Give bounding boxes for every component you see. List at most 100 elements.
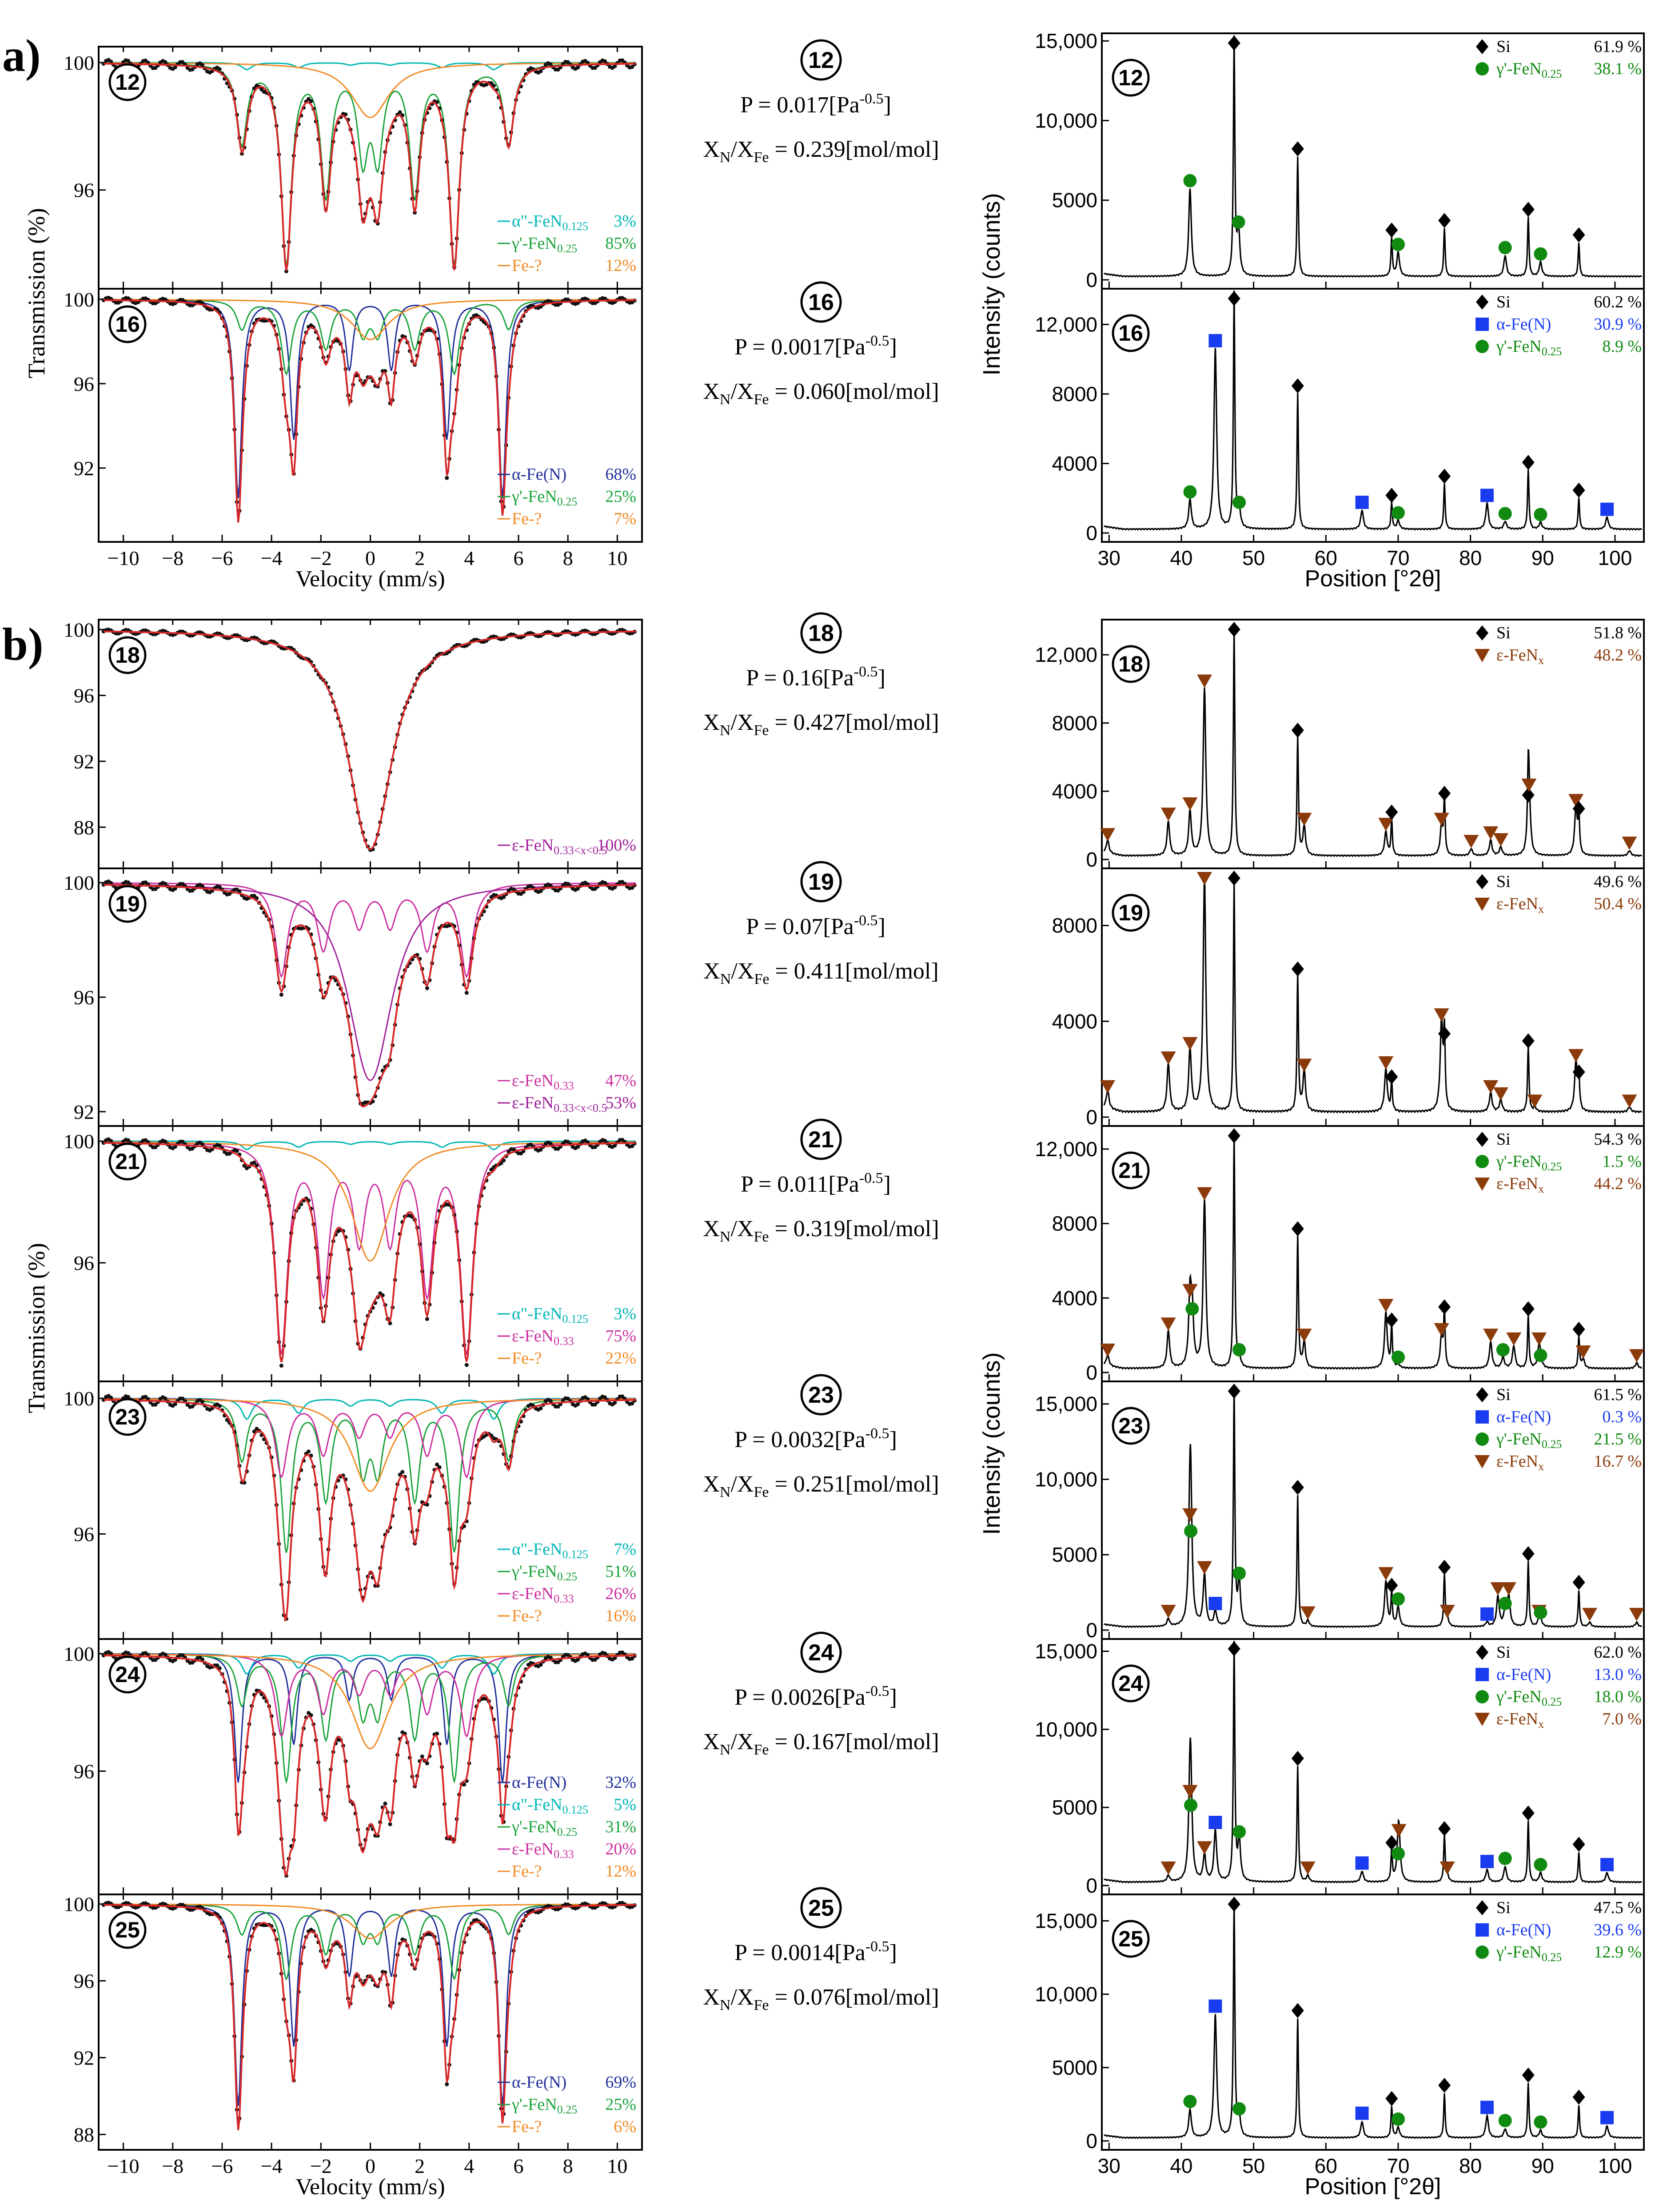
component-label: α"-FeN0.125 xyxy=(512,1305,588,1325)
data-point xyxy=(217,1143,222,1148)
data-point xyxy=(613,1143,617,1148)
fit-curve xyxy=(104,1655,636,1878)
x-tick-label: 6 xyxy=(514,2155,524,2177)
alpha-fe-marker xyxy=(1476,1923,1489,1937)
component-subscript: 0.25 xyxy=(557,495,578,508)
component-label: α"-FeN0.125 xyxy=(512,1540,588,1561)
gamma-marker xyxy=(1184,1798,1198,1812)
si-marker xyxy=(1438,786,1451,801)
xrd-frame xyxy=(1101,1125,1645,1382)
xrd-x-title: Position [°2θ] xyxy=(1305,566,1441,592)
sample-number: 21 xyxy=(115,1149,140,1174)
x-tick-label: 80 xyxy=(1459,546,1482,569)
component-percent: 12% xyxy=(605,256,636,275)
legend-subscript: x xyxy=(1538,1718,1544,1731)
component-percent: 22% xyxy=(605,1349,636,1368)
si-marker xyxy=(1385,488,1398,503)
data-point xyxy=(252,894,256,898)
epsilon-marker xyxy=(1196,872,1212,885)
si-marker xyxy=(1291,1221,1304,1237)
component-subscript: 0.25 xyxy=(557,1570,578,1583)
ratio-value: = 0.427[mol/mol] xyxy=(769,710,939,735)
diffraction-pattern xyxy=(1103,1898,1643,2139)
y-tick-label: 96 xyxy=(74,986,94,1009)
nitrogen-ratio: XN/XFe = 0.251[mol/mol] xyxy=(703,1472,939,1500)
si-marker xyxy=(1476,874,1488,889)
legend-subscript: 0.25 xyxy=(1542,1951,1562,1964)
epsilon-marker xyxy=(1182,1508,1198,1522)
alpha-fe-marker xyxy=(1208,1597,1222,1611)
legend-percent: 51.8 % xyxy=(1594,624,1642,642)
component-label: ε-FeN0.33 xyxy=(512,1584,574,1605)
xrd-panel-25: 0 5000 10,000 15,000 25 Si 47.5 % α-Fe(N) 39.6 %… xyxy=(1035,1894,1645,2152)
component-curve-gamma xyxy=(104,1398,636,1553)
component-curve-feq xyxy=(104,1654,636,1750)
epsilon-marker xyxy=(1378,1567,1394,1581)
epsilon-marker xyxy=(1161,808,1176,821)
legend-label: Si xyxy=(1496,1643,1511,1662)
data-point xyxy=(252,1160,256,1165)
data-point xyxy=(586,1397,590,1401)
data-point xyxy=(548,1142,553,1146)
gamma-marker xyxy=(1534,2115,1547,2129)
component-percent: 51% xyxy=(605,1562,636,1581)
data-point xyxy=(126,59,131,63)
si-marker xyxy=(1572,482,1585,498)
ratio-sub: Fe xyxy=(754,1742,769,1758)
y-tick-label: 0 xyxy=(1086,2129,1097,2152)
fit-curve xyxy=(104,1399,636,1622)
component-curve-feq xyxy=(104,1398,636,1492)
sample-badge xyxy=(1112,645,1150,683)
y-tick-label: 92 xyxy=(74,750,94,773)
legend-percent: 44.2 % xyxy=(1594,1174,1642,1193)
data-point xyxy=(180,1653,185,1658)
x-tick-label: −10 xyxy=(108,2155,140,2177)
legend-label: γ'-FeN0.25 xyxy=(1496,1152,1562,1173)
legend-percent: 8.9 % xyxy=(1602,337,1642,356)
data-point xyxy=(217,1404,222,1408)
epsilon-marker xyxy=(1475,1713,1490,1726)
sample-badge xyxy=(1112,59,1150,97)
pressure-bracket: ] xyxy=(889,1427,897,1452)
legend-label: α-Fe(N) xyxy=(1496,1408,1551,1426)
data-point xyxy=(464,991,469,995)
x-tick-label: 2 xyxy=(415,547,425,569)
component-subscript: 0.25 xyxy=(557,1826,578,1838)
y-tick-label: 0 xyxy=(1086,1874,1097,1897)
epsilon-marker xyxy=(1440,1605,1455,1619)
xrd-frame xyxy=(1101,1381,1645,1640)
pressure-value: P = 0.0017[Pa-0.5] xyxy=(734,333,897,360)
y-tick-label: 10,000 xyxy=(1035,109,1097,132)
pressure-exponent: -0.5 xyxy=(854,664,878,680)
data-point xyxy=(425,1761,429,1766)
gamma-marker xyxy=(1534,508,1547,521)
x-tick-label: 60 xyxy=(1315,546,1337,569)
sample-badge xyxy=(800,1631,842,1673)
data-point xyxy=(200,884,204,888)
data-point xyxy=(630,65,634,69)
x-tick-label: 50 xyxy=(1242,2154,1265,2177)
nitrogen-ratio: XN/XFe = 0.060[mol/mol] xyxy=(703,379,939,408)
component-subscript: 0.25 xyxy=(557,242,578,255)
data-point xyxy=(566,1396,570,1401)
component-curve-gamma xyxy=(104,298,636,376)
ratio-sub: Fe xyxy=(754,1484,769,1500)
data-point xyxy=(217,885,222,889)
panel-label-a: a) xyxy=(2,30,41,81)
peak-markers xyxy=(1183,291,1614,521)
gamma-marker xyxy=(1476,340,1489,353)
sample-badge xyxy=(1112,1920,1150,1958)
data-point xyxy=(109,60,113,64)
nitrogen-ratio: XN/XFe = 0.239[mol/mol] xyxy=(703,137,939,166)
si-marker xyxy=(1522,1033,1535,1049)
legend-percent: 47.5 % xyxy=(1594,1898,1642,1917)
ratio-slash: /X xyxy=(731,959,754,984)
mossbauer-panel-23: 100 96 23 α"-FeN0.125 7% γ'-FeN0.25 51% ε-FeN0.… xyxy=(64,1381,643,1640)
sample-badge xyxy=(800,1118,842,1160)
epsilon-marker xyxy=(1521,778,1537,792)
pressure-value: P = 0.0026[Pa-0.5] xyxy=(734,1683,897,1710)
pressure-exponent: -0.5 xyxy=(865,333,889,349)
epsilon-marker xyxy=(1501,1582,1516,1596)
epsilon-marker xyxy=(1483,1329,1499,1342)
y-tick-label: 100 xyxy=(64,52,94,74)
